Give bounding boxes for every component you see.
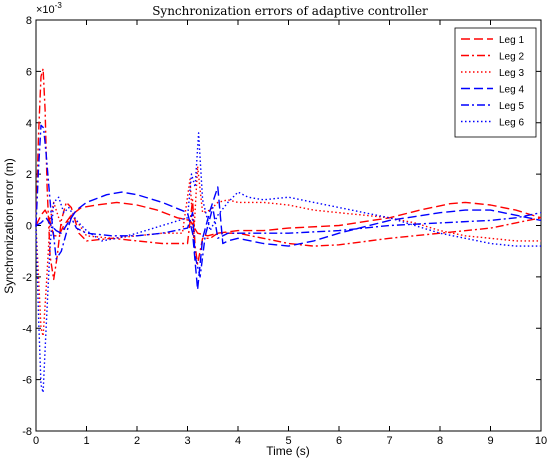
y-axis-label: Synchronization error (m)	[2, 158, 16, 293]
legend-label-leg-4: Leg 4	[499, 85, 524, 96]
y-tick-label: 0	[26, 221, 32, 233]
y-tick-label: 8	[26, 15, 32, 27]
x-tick-label: 5	[285, 435, 291, 447]
y-tick-label: -8	[22, 426, 32, 438]
legend-label-leg-1: Leg 1	[499, 35, 524, 46]
x-axis-label: Time (s)	[266, 444, 310, 458]
x-tick-label: 7	[386, 435, 392, 447]
series-line-leg-6	[35, 132, 541, 394]
x-tick-label: 10	[535, 435, 547, 447]
legend-label-leg-2: Leg 2	[499, 52, 524, 63]
y-exponent-power: -3	[55, 1, 63, 10]
y-exponent-label: ×10-3	[36, 1, 62, 16]
series-line-leg-5	[35, 124, 542, 278]
x-tick-label: 3	[184, 435, 190, 447]
x-tick-label: 9	[487, 435, 493, 447]
legend-label-leg-5: Leg 5	[499, 101, 524, 112]
y-tick-label: -6	[22, 375, 32, 387]
y-tick-label: 6	[26, 66, 32, 78]
x-tick-label: 4	[235, 435, 241, 447]
series-layer	[35, 68, 542, 394]
y-tick-label: -4	[22, 323, 32, 335]
y-exponent-base: ×10	[36, 4, 55, 16]
x-tick-label: 2	[134, 435, 140, 447]
legend-box	[454, 27, 537, 138]
x-tick-label: 8	[437, 435, 443, 447]
x-tick-label: 1	[83, 435, 89, 447]
y-tick-label: -2	[22, 272, 32, 284]
legend-label-leg-6: Leg 6	[499, 118, 524, 129]
y-tick-label: 4	[26, 118, 32, 130]
x-tick-label: 6	[336, 435, 342, 447]
x-tick-label: 0	[33, 435, 39, 447]
axis-ticks: 0 1 2 3 4 5 6 7 8 9 10 8 6 4 2 0 -2 -4 -6 -8	[22, 15, 547, 447]
y-tick-label: 2	[26, 169, 32, 181]
legend-label-leg-3: Leg 3	[499, 68, 524, 79]
legend: Leg 1 Leg 2 Leg 3 Leg 4 Leg 5 Leg 6	[454, 27, 537, 138]
chart-title: Synchronization errors of adaptive contr…	[152, 4, 428, 18]
